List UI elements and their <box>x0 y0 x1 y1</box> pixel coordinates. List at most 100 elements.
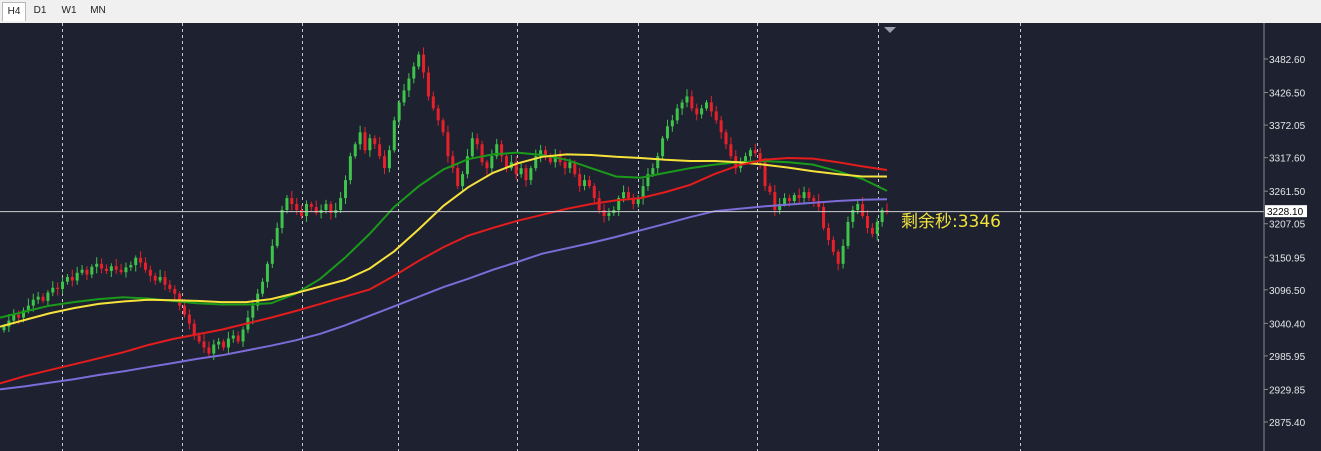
moving-averages <box>0 151 888 391</box>
y-tick-label-9: 2985.95 <box>1269 352 1306 363</box>
candle-body-20 <box>100 263 104 269</box>
candle-body-72 <box>353 144 357 157</box>
candle-body-10 <box>51 287 55 293</box>
candle-body-136 <box>665 126 669 139</box>
candle-body-82 <box>402 90 406 103</box>
candle-body-59 <box>290 198 294 205</box>
y-tick-label-0: 3482.60 <box>1269 55 1306 66</box>
candle-body-181 <box>885 210 889 212</box>
candle-body-75 <box>368 138 372 151</box>
candle-body-176 <box>861 204 865 216</box>
ma-line-purple <box>0 198 888 391</box>
candle-body-149 <box>729 144 733 157</box>
candle-body-8 <box>41 296 45 301</box>
candle-body-4 <box>22 310 26 318</box>
candle-body-127 <box>622 192 626 199</box>
candle-body-42 <box>207 347 211 354</box>
candle-body-165 <box>807 192 811 199</box>
candle-body-33 <box>163 276 167 285</box>
candle-body-13 <box>65 276 69 282</box>
candle-body-5 <box>26 305 30 311</box>
candle-body-107 <box>524 168 528 181</box>
candle-body-135 <box>661 138 665 157</box>
candle-body-49 <box>241 329 245 342</box>
candle-body-139 <box>680 102 684 109</box>
candle-body-110 <box>539 150 543 157</box>
candle-body-120 <box>587 180 591 187</box>
timeframe-tab-bar: H4 D1 W1 MN <box>0 0 1321 24</box>
candle-body-132 <box>646 174 650 187</box>
candle-body-46 <box>226 338 230 348</box>
price-axis[interactable] <box>1264 23 1321 451</box>
candles <box>2 47 889 361</box>
candle-body-97 <box>475 138 479 145</box>
candle-body-26 <box>129 265 133 268</box>
candle-body-14 <box>70 276 74 281</box>
current-price-tag <box>1265 205 1307 218</box>
candle-body-172 <box>841 245 845 264</box>
candle-body-74 <box>363 132 367 151</box>
candle-body-160 <box>783 198 787 205</box>
candle-body-99 <box>485 162 489 169</box>
candle-body-35 <box>173 288 177 294</box>
candle-body-158 <box>773 192 777 211</box>
candle-body-119 <box>583 180 587 187</box>
candlestick-chart[interactable]: 3482.60 3426.50 3372.05 3317.60 3261.50 3207.… <box>0 23 1321 451</box>
candle-body-180 <box>880 210 884 222</box>
tab-h4[interactable]: H4 <box>2 2 26 21</box>
candle-body-37 <box>183 305 187 315</box>
y-tick-label-3: 3317.60 <box>1269 154 1306 165</box>
candle-body-167 <box>817 201 821 208</box>
candle-body-0 <box>2 326 6 331</box>
candle-body-173 <box>846 221 850 246</box>
candle-body-29 <box>143 262 147 270</box>
candle-body-80 <box>392 120 396 151</box>
candle-body-12 <box>61 281 65 289</box>
candle-body-163 <box>797 195 801 199</box>
candle-body-148 <box>724 132 728 145</box>
candle-body-77 <box>378 144 382 157</box>
y-tick-label-5: 3207.05 <box>1269 220 1306 231</box>
candle-body-101 <box>495 144 499 157</box>
candle-body-84 <box>412 66 416 79</box>
candle-body-16 <box>80 269 84 273</box>
candle-body-32 <box>158 276 162 281</box>
candle-body-34 <box>168 284 172 289</box>
candle-body-121 <box>592 186 596 199</box>
candle-body-89 <box>436 108 440 121</box>
tab-w1[interactable]: W1 <box>61 5 77 16</box>
candle-body-178 <box>870 227 874 234</box>
candle-body-93 <box>456 168 460 187</box>
candle-body-39 <box>192 323 196 336</box>
candle-body-161 <box>787 198 791 202</box>
candle-body-128 <box>626 192 630 199</box>
candle-body-134 <box>656 156 660 169</box>
candle-body-2 <box>12 314 16 321</box>
candle-body-129 <box>631 198 635 205</box>
candle-body-45 <box>222 341 226 348</box>
tab-d1[interactable]: D1 <box>33 5 47 16</box>
candle-body-155 <box>758 153 762 163</box>
candle-body-143 <box>700 108 704 115</box>
candle-body-28 <box>139 257 143 263</box>
candle-body-117 <box>573 162 577 175</box>
candle-body-7 <box>36 296 40 300</box>
candle-body-52 <box>256 293 260 306</box>
y-tick-label-1: 3426.50 <box>1269 89 1306 100</box>
candle-body-103 <box>504 156 508 169</box>
candle-body-156 <box>763 162 767 187</box>
candle-body-124 <box>607 213 611 216</box>
candle-body-44 <box>217 341 221 345</box>
candle-body-91 <box>446 132 450 157</box>
candle-body-60 <box>295 204 299 211</box>
candle-body-30 <box>148 269 152 276</box>
chart-shift-marker[interactable] <box>884 27 896 33</box>
tab-mn[interactable]: MN <box>90 5 106 16</box>
candle-body-31 <box>153 275 157 281</box>
candle-body-78 <box>383 156 387 169</box>
candle-body-95 <box>465 156 469 175</box>
candle-body-102 <box>500 144 504 157</box>
candle-body-51 <box>251 305 255 318</box>
candle-body-131 <box>641 186 645 199</box>
candle-body-157 <box>768 186 772 193</box>
